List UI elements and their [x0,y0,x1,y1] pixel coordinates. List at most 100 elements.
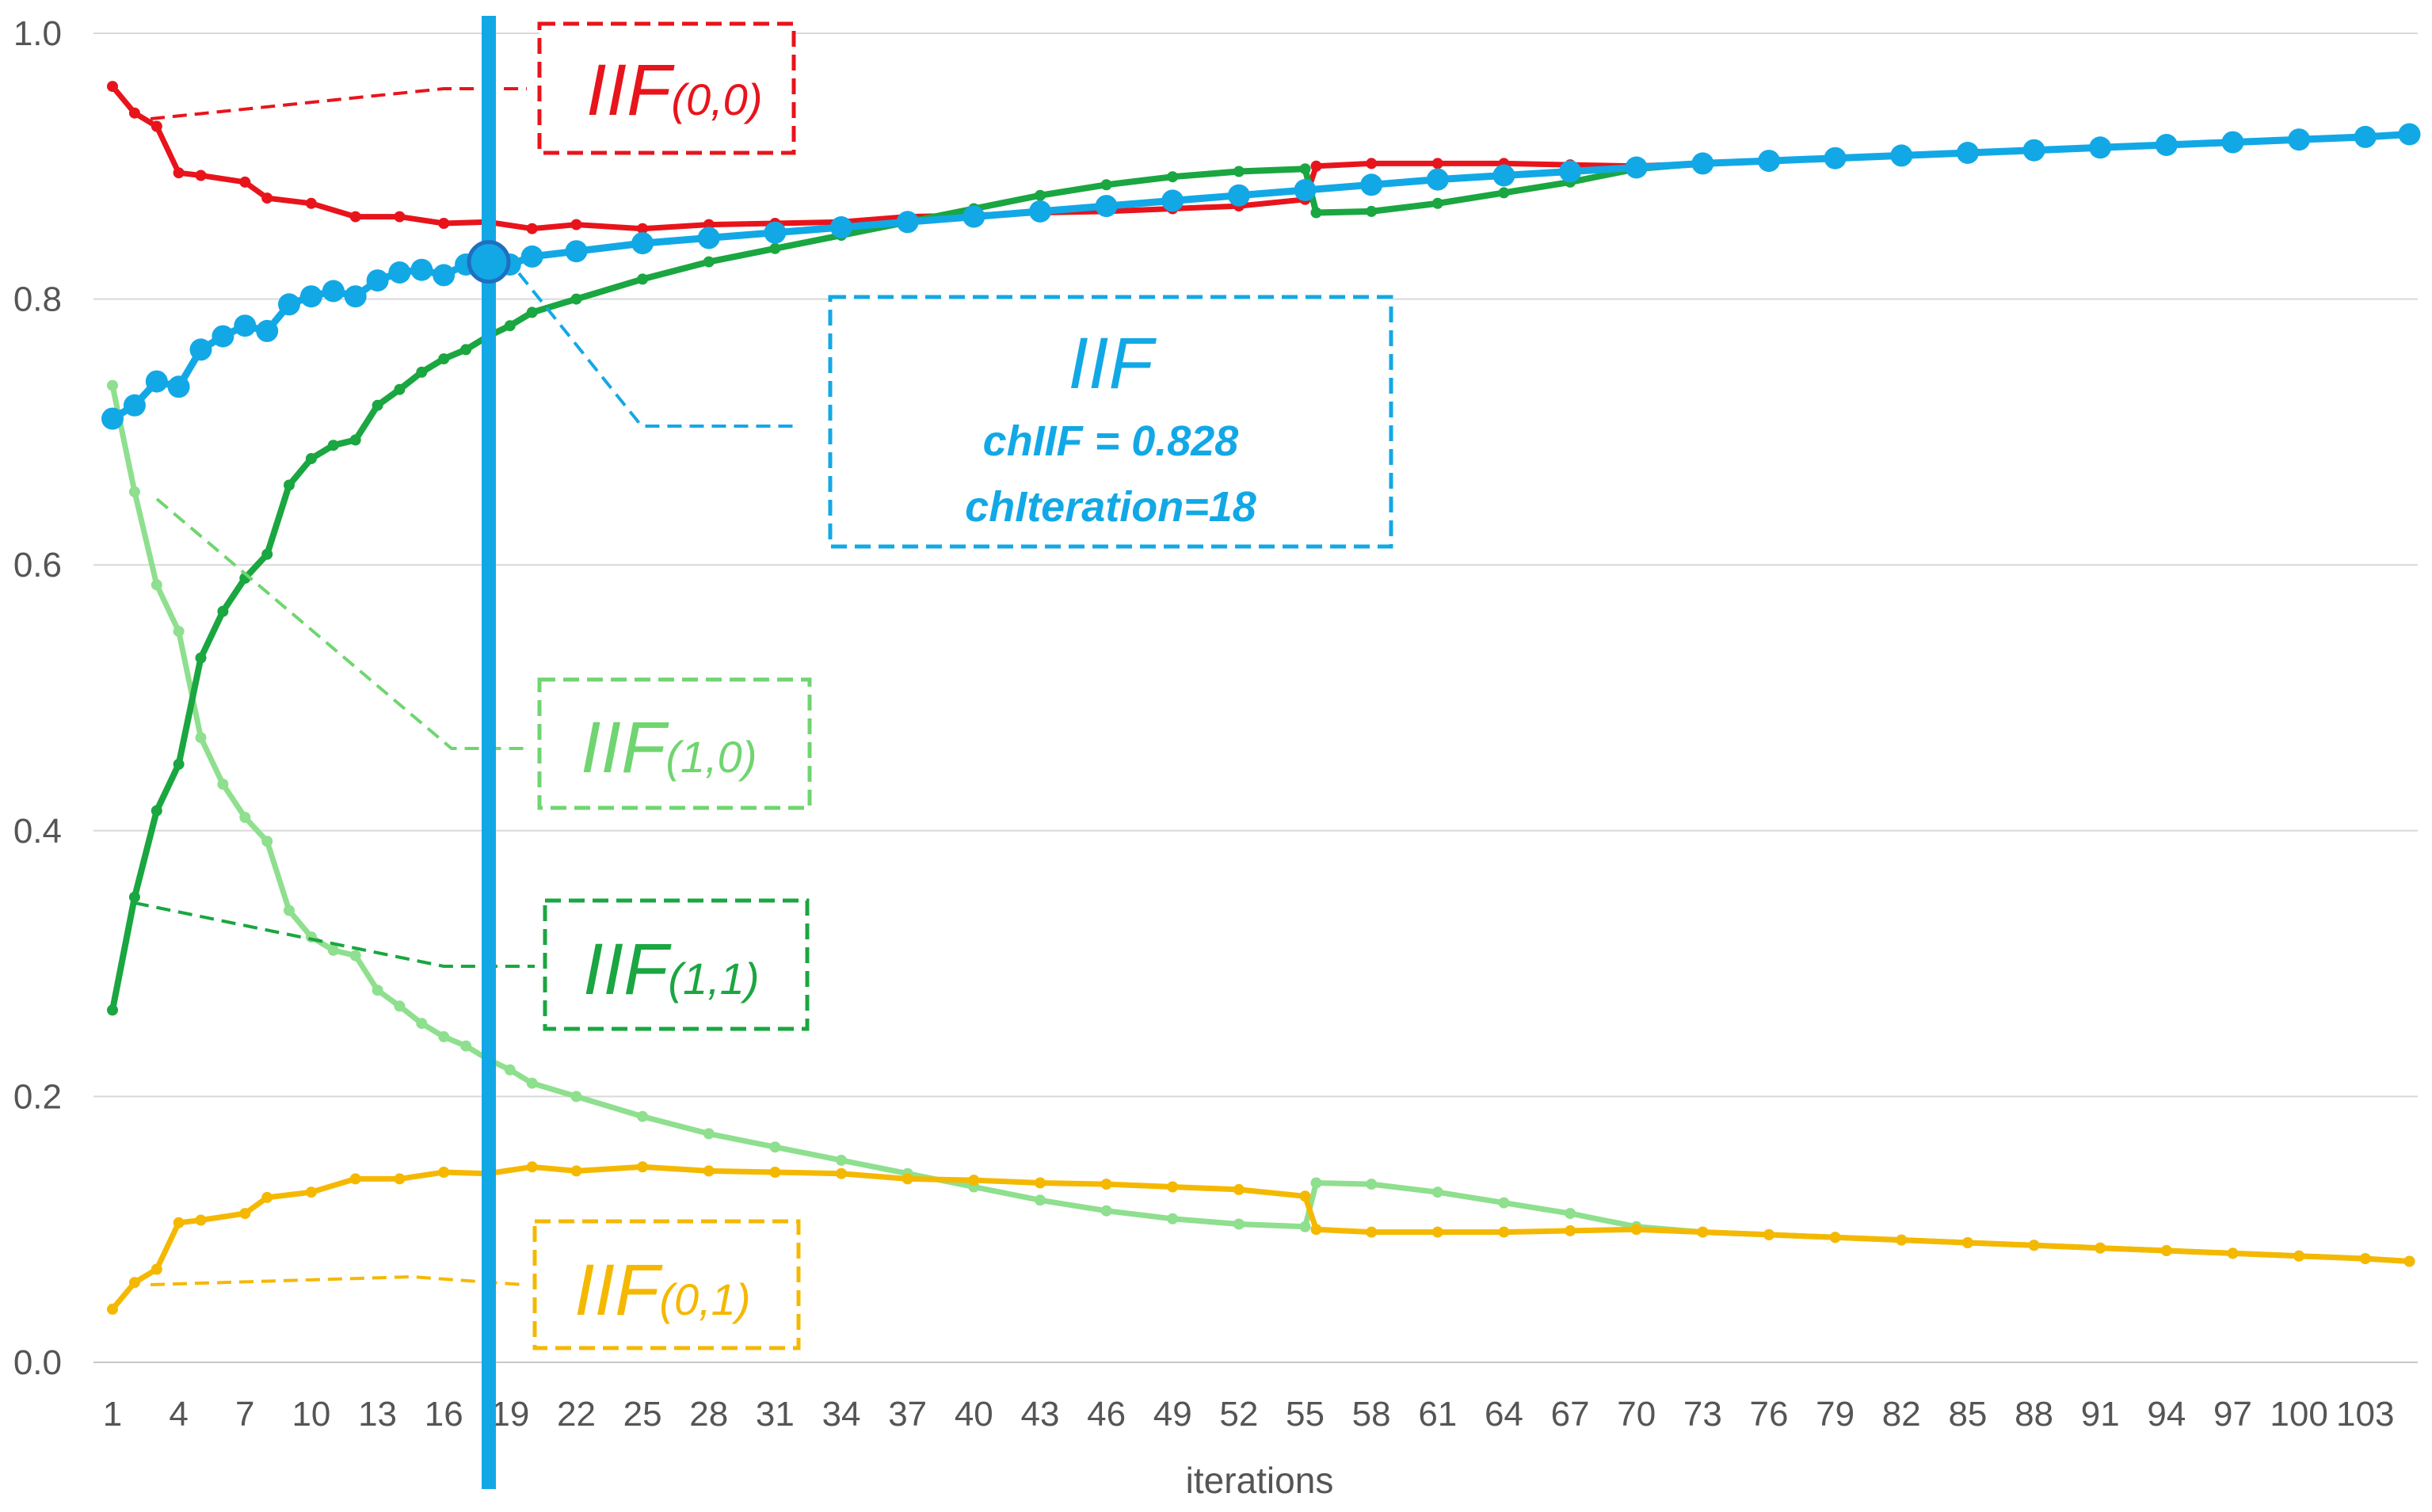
x-tick-label: 88 [2015,1395,2053,1434]
data-point [366,269,389,292]
x-tick-label: 10 [292,1395,330,1434]
x-tick-label: 22 [557,1395,596,1434]
callout-leader [150,87,527,120]
data-point [1426,168,1449,191]
data-point [212,325,234,348]
y-axis-ticks: 0.0 0.2 0.4 0.6 0.8 1.0 [13,14,62,1382]
callout-box [537,21,796,155]
data-point [123,394,146,417]
data-point [284,905,295,916]
y-tick-label: 0.8 [13,280,62,319]
data-point [394,1173,406,1185]
x-tick-label: 67 [1551,1395,1590,1434]
callout-main: IIF [581,707,669,788]
data-point [504,320,516,332]
data-point [1035,1177,1046,1189]
data-point [1299,1221,1311,1232]
data-point [1310,1177,1322,1189]
data-point [2160,1245,2172,1256]
data-point [1310,1224,1322,1236]
callout-sub: (1,1) [668,954,759,1004]
data-point [167,375,190,398]
data-point [2288,128,2311,151]
data-point [1431,158,1443,169]
data-point [151,1263,162,1275]
data-point [173,1217,185,1228]
data-point [1956,142,1979,164]
data-point [1035,1194,1046,1206]
data-point [1095,195,1118,218]
callout-leader [155,497,527,750]
x-tick-label: 4 [169,1395,188,1434]
data-point [261,192,273,204]
data-point [570,1165,582,1177]
data-point [284,479,295,491]
x-tick-label: 55 [1286,1395,1325,1434]
data-point [261,548,273,560]
series-iif-1-1 [107,128,2415,1016]
x-tick-label: 61 [1418,1395,1457,1434]
highlighted-point [467,240,511,284]
x-tick-label: 31 [756,1395,795,1434]
data-point [769,1167,781,1178]
data-point [526,223,538,234]
series-line [110,84,2410,232]
data-point [2089,136,2112,159]
data-point [1498,1197,1510,1209]
data-point [1035,189,1046,201]
data-point [195,652,207,664]
x-tick-label: 37 [888,1395,927,1434]
data-point [2028,1240,2040,1251]
data-point [697,227,720,249]
callout-iif: IIF chIIF = 0.828 chIteration=18 [517,272,1393,549]
y-tick-label: 1.0 [13,14,62,53]
x-tick-label: 7 [235,1395,254,1434]
data-point [703,256,715,268]
x-axis-ticks: 1 4 7 10 13 16 19 22 25 28 31 34 37 40 43 46 49 52 55 58 61 6… [103,1395,2395,1434]
callout-leader [517,272,800,428]
data-point [1310,207,1322,219]
data-point [1630,1224,1642,1236]
x-axis-title: iterations [1186,1460,1334,1501]
series-iif-0-1 [107,1161,2415,1315]
x-tick-label: 1 [103,1395,122,1434]
data-point [261,836,273,847]
data-point [394,211,406,223]
callout-label: IIF(0,1) [574,1250,750,1331]
x-tick-label: 82 [1882,1395,1921,1434]
callout-main: IIF [586,50,675,131]
data-point [151,120,162,132]
x-tick-label: 79 [1816,1395,1854,1434]
data-point [1559,160,1582,183]
x-tick-label: 100 [2270,1395,2327,1434]
data-point [299,285,322,308]
data-point [151,805,162,817]
callout-label: IIF(1,1) [583,929,759,1010]
x-tick-label: 73 [1683,1395,1722,1434]
data-point [372,985,383,996]
data-point [416,366,428,378]
x-tick-label: 64 [1485,1395,1523,1434]
data-point [261,1191,273,1203]
data-point [349,211,361,223]
y-tick-label: 0.2 [13,1077,62,1116]
data-point [1100,1179,1112,1190]
callout-main: IIF [574,1250,663,1331]
data-point [1100,1205,1112,1217]
data-point [195,169,207,181]
data-point [2221,131,2244,154]
data-point [1167,171,1179,183]
data-point [433,264,456,287]
data-point [637,1110,649,1122]
x-tick-label: 49 [1153,1395,1192,1434]
callout-box [537,677,812,810]
callout-iif-1-1: IIF(1,1) [134,898,810,1031]
data-point [107,81,118,93]
data-point [769,1141,781,1153]
x-tick-label: 52 [1219,1395,1258,1434]
data-point [565,240,588,263]
data-point [189,338,212,361]
data-point [372,399,383,411]
data-point [394,383,406,395]
data-point [195,1214,207,1226]
